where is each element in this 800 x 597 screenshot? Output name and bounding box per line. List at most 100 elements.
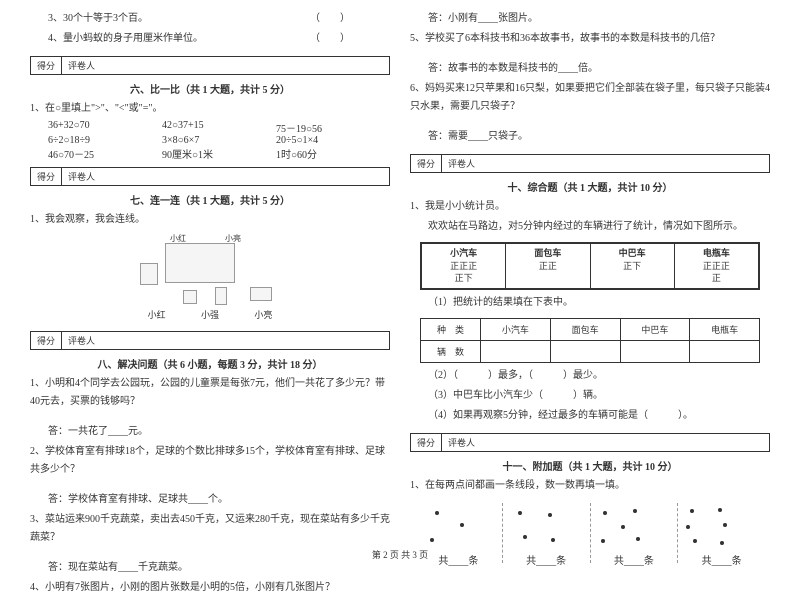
header-cell: 种 类 [421, 318, 481, 340]
s8-a4: 答：小刚有____张图片。 [410, 10, 770, 28]
grader-label: 评卷人 [62, 57, 101, 74]
score-box-8: 得分 评卷人 [30, 331, 390, 350]
vehicle-name: 电瓶车 [680, 247, 753, 260]
grader-label: 评卷人 [62, 168, 101, 185]
score-box-10: 得分 评卷人 [410, 154, 770, 173]
vehicle-name: 中巴车 [596, 247, 669, 260]
s8-q2: 2、学校体育室有排球18个，足球的个数比排球多15个，学校体育室有排球、足球共多… [30, 443, 390, 479]
s6-row2: 6÷2○18÷9 3×8○6×7 20÷5○1×4 [30, 135, 390, 146]
expr: 36+32○70 [48, 120, 162, 135]
s8-a6: 答：需要____只袋子。 [410, 128, 770, 146]
expr: 1时○60分 [276, 146, 390, 161]
expr: 42○37+15 [162, 120, 276, 135]
grader-label: 评卷人 [442, 434, 481, 451]
section-8-title: 八、解决问题（共 6 小题，每题 3 分，共计 18 分） [30, 356, 390, 371]
tally-marks: 正下 [596, 260, 669, 273]
object-icon [183, 290, 197, 304]
question-3: 3、30个十等于3个百。 （ ） [30, 10, 390, 28]
expr: 90厘米○1米 [162, 146, 276, 161]
tally-cell: 小汽车 正正正 正下 [422, 244, 506, 288]
score-box-6: 得分 评卷人 [30, 56, 390, 75]
grader-label: 评卷人 [442, 155, 481, 172]
expr: 6÷2○18÷9 [48, 135, 162, 146]
dots-4 [503, 503, 590, 548]
s10-sub2: （2）（ ）最多，（ ）最少。 [410, 367, 770, 385]
header-cell: 中巴车 [620, 318, 690, 340]
row-label-cell: 辆 数 [421, 340, 481, 362]
empty-cell [550, 340, 620, 362]
tally-marks: 正正正 正下 [427, 260, 500, 285]
vehicle-name: 面包车 [511, 247, 584, 260]
tally-cell: 中巴车 正下 [591, 244, 675, 288]
score-label: 得分 [31, 57, 62, 74]
s8-q3: 3、菜站运来900千克蔬菜，卖出去450千克，又运来280千克，现在菜站有多少千… [30, 511, 390, 547]
expr: 75－19○56 [276, 120, 390, 135]
right-column: 答：小刚有____张图片。 5、学校买了6本科技书和36本故事书，故事书的本数是… [410, 10, 770, 525]
tally-marks: 正正 [511, 260, 584, 273]
q4-paren: （ ） [310, 30, 390, 48]
question-4: 4、量小蚂蚁的身子用厘米作单位。 （ ） [30, 30, 390, 48]
tally-marks: 正正正 正 [680, 260, 753, 285]
s8-q1: 1、小明和4个同学去公园玩，公园的儿童票是每张7元，他们一共花了多少元？带40元… [30, 375, 390, 411]
s10-sub3: （3）中巴车比小汽车少（ ）辆。 [410, 387, 770, 405]
score-box-7: 得分 评卷人 [30, 167, 390, 186]
s8-q6: 6、妈妈买来12只苹果和16只梨，如果要把它们全部装在袋子里，每只袋子只能装4只… [410, 80, 770, 116]
score-label: 得分 [31, 168, 62, 185]
people-icon [165, 243, 235, 283]
s7-intro: 1、我会观察，我会连线。 [30, 211, 390, 229]
score-label: 得分 [411, 155, 442, 172]
table-row: 辆 数 [421, 340, 760, 362]
s10-intro: 1、我是小小统计员。 [410, 198, 770, 216]
score-label: 得分 [411, 434, 442, 451]
stat-table: 种 类 小汽车 面包车 中巴车 电瓶车 辆 数 [420, 318, 760, 363]
s10-sub4: （4）如果再观察5分钟，经过最多的车辆可能是（ ）。 [410, 407, 770, 425]
vehicle-name: 小汽车 [427, 247, 500, 260]
s10-desc: 欢欢站在马路边，对5分钟内经过的车辆进行了统计，情况如下图所示。 [410, 218, 770, 236]
s8-a1: 答：一共花了____元。 [30, 423, 390, 441]
s8-q4: 4、小明有7张图片，小刚的图片张数是小明的5倍，小刚有几张图片？ [30, 579, 390, 597]
dots-6 [678, 503, 765, 548]
s6-row3: 46○70－25 90厘米○1米 1时○60分 [30, 146, 390, 161]
dots-3 [415, 503, 502, 548]
empty-cell [690, 340, 760, 362]
person-icon [140, 263, 158, 285]
grader-label: 评卷人 [62, 332, 101, 349]
s10-sub1: （1）把统计的结果填在下表中。 [410, 294, 770, 312]
empty-cell [481, 340, 551, 362]
section-11-title: 十一、附加题（共 1 大题，共计 10 分） [410, 458, 770, 473]
s6-row1: 36+32○70 42○37+15 75－19○56 [30, 120, 390, 135]
label-bottom: 小亮 [254, 308, 272, 321]
label-bottom: 小强 [201, 308, 219, 321]
expr: 3×8○6×7 [162, 135, 276, 146]
s8-a3: 答：现在菜站有____千克蔬菜。 [30, 559, 390, 577]
s6-intro: 1、在○里填上">"、"<"或"="。 [30, 100, 390, 118]
expr: 20÷5○1×4 [276, 135, 390, 146]
matching-image: 小红 小亮 小红 小强 小亮 [30, 235, 390, 321]
q4-text: 4、量小蚂蚁的身子用厘米作单位。 [48, 33, 203, 44]
q3-paren: （ ） [310, 10, 390, 28]
s8-q5: 5、学校买了6本科技书和36本故事书，故事书的本数是科技书的几倍？ [410, 30, 770, 48]
score-label: 得分 [31, 332, 62, 349]
s8-a2: 答：学校体育室有排球、足球共____个。 [30, 491, 390, 509]
label-bottom: 小红 [148, 308, 166, 321]
object-icon [215, 287, 227, 305]
section-6-title: 六、比一比（共 1 大题，共计 5 分） [30, 81, 390, 96]
header-cell: 小汽车 [481, 318, 551, 340]
tally-cell: 电瓶车 正正正 正 [675, 244, 758, 288]
expr: 46○70－25 [48, 146, 162, 161]
score-box-11: 得分 评卷人 [410, 433, 770, 452]
page-footer: 第 2 页 共 3 页 [0, 548, 800, 561]
q3-text: 3、30个十等于3个百。 [48, 13, 148, 24]
section-7-title: 七、连一连（共 1 大题，共计 5 分） [30, 192, 390, 207]
tally-table: 小汽车 正正正 正下 面包车 正正 中巴车 正下 电瓶车 正正正 正 [420, 242, 760, 290]
s8-a5: 答：故事书的本数是科技书的____倍。 [410, 60, 770, 78]
s11-intro: 1、在每两点间都画一条线段，数一数再填一填。 [410, 477, 770, 495]
left-column: 3、30个十等于3个百。 （ ） 4、量小蚂蚁的身子用厘米作单位。 （ ） 得分… [30, 10, 390, 525]
section-10-title: 十、综合题（共 1 大题，共计 10 分） [410, 179, 770, 194]
object-icon [250, 287, 272, 301]
empty-cell [620, 340, 690, 362]
tally-cell: 面包车 正正 [506, 244, 590, 288]
dots-5 [591, 503, 678, 548]
header-cell: 面包车 [550, 318, 620, 340]
header-cell: 电瓶车 [690, 318, 760, 340]
